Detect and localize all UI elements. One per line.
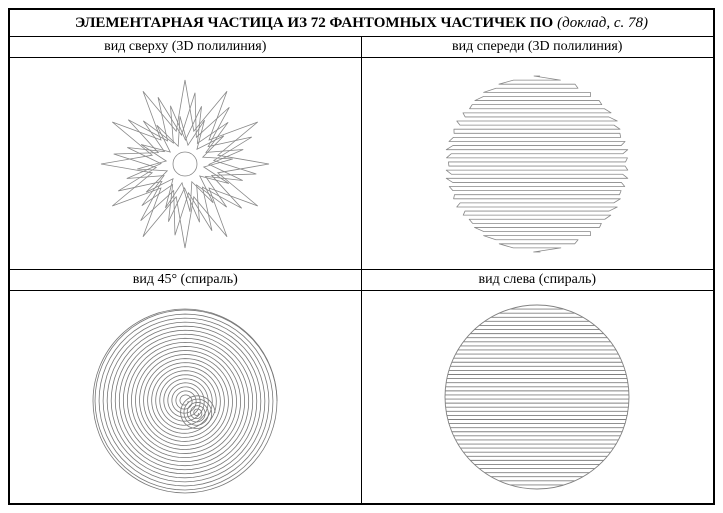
cell-header-bottom-left: вид 45° (спираль) [10, 270, 361, 291]
diagram-table: ЭЛЕМЕНТАРНАЯ ЧАСТИЦА ИЗ 72 ФАНТОМНЫХ ЧАС… [8, 8, 715, 505]
spiral-figure [85, 297, 285, 497]
star-polyline-figure [95, 74, 275, 254]
title-note: (доклад, с. 78) [557, 15, 648, 31]
cell-body-bottom-left [10, 291, 361, 503]
title-main: ЭЛЕМЕНТАРНАЯ ЧАСТИЦА ИЗ 72 ФАНТОМНЫХ ЧАС… [75, 15, 553, 31]
zigzag-lens-figure [437, 64, 637, 264]
cell-body-top-right [362, 58, 714, 269]
cell-header-top-left: вид сверху (3D полилиния) [10, 37, 361, 58]
lines-disc-figure [437, 297, 637, 497]
cell-top-right: вид спереди (3D полилиния) [362, 37, 714, 270]
cell-top-left: вид сверху (3D полилиния) [10, 37, 362, 270]
cell-header-bottom-right: вид слева (спираль) [362, 270, 714, 291]
title-row: ЭЛЕМЕНТАРНАЯ ЧАСТИЦА ИЗ 72 ФАНТОМНЫХ ЧАС… [10, 10, 713, 37]
cell-body-top-left [10, 58, 361, 269]
cell-bottom-right: вид слева (спираль) [362, 270, 714, 503]
cell-header-top-right: вид спереди (3D полилиния) [362, 37, 714, 58]
grid: вид сверху (3D полилиния) вид спереди (3… [10, 37, 713, 503]
cell-body-bottom-right [362, 291, 714, 503]
cell-bottom-left: вид 45° (спираль) [10, 270, 362, 503]
